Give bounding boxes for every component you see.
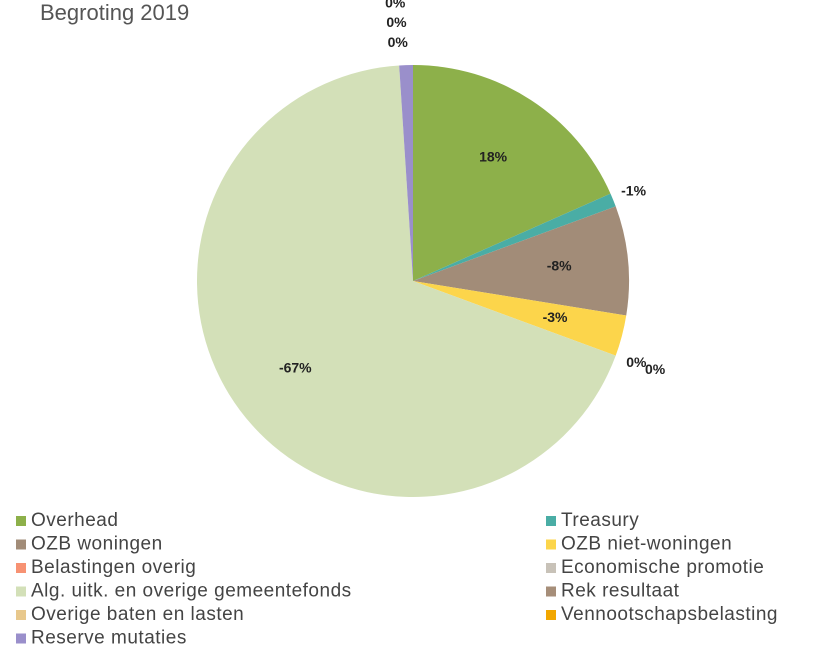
legend-label: Reserve mutaties	[31, 628, 187, 649]
legend-label: Belastingen overig	[31, 557, 196, 578]
data-label: 0%	[385, 0, 406, 10]
legend-label: Overhead	[31, 510, 118, 531]
pie-slice	[413, 281, 627, 356]
data-label: 0%	[645, 361, 666, 377]
data-label: -3%	[543, 309, 568, 325]
legend-marker	[16, 539, 26, 550]
legend-marker	[546, 586, 556, 597]
pie-slice	[399, 65, 413, 281]
data-label: -67%	[279, 360, 312, 376]
legend-label: OZB niet-woningen	[561, 534, 732, 555]
data-label: -8%	[547, 258, 572, 274]
pie-slice	[413, 206, 630, 316]
legend-marker	[546, 610, 556, 620]
legend-marker	[16, 563, 26, 573]
data-label: 18%	[479, 149, 508, 165]
legend-label: OZB woningen	[31, 534, 163, 555]
legend-label: Vennootschapsbelasting	[561, 604, 778, 625]
legend-marker	[16, 586, 26, 597]
legend-marker	[546, 539, 556, 550]
legend-marker	[16, 516, 26, 526]
data-label: 0%	[626, 354, 647, 370]
legend-marker	[16, 610, 26, 620]
chart-title: Begroting 2019	[40, 0, 189, 25]
data-label: 0%	[388, 34, 409, 50]
legend-label: Rek resultaat	[561, 581, 680, 602]
legend-label: Treasury	[561, 510, 639, 531]
pie-slice	[413, 65, 611, 281]
data-label: 0%	[386, 14, 407, 30]
legend-label: Economische promotie	[561, 557, 764, 578]
legend-marker	[16, 633, 26, 644]
data-label: -1%	[621, 182, 646, 198]
pie-slice	[413, 193, 616, 281]
legend-marker	[546, 516, 556, 526]
pie-slice	[196, 65, 616, 497]
legend-label: Alg. uitk. en overige gemeentefonds	[31, 581, 352, 602]
legend-label: Overige baten en lasten	[31, 604, 244, 625]
legend-marker	[546, 563, 556, 573]
